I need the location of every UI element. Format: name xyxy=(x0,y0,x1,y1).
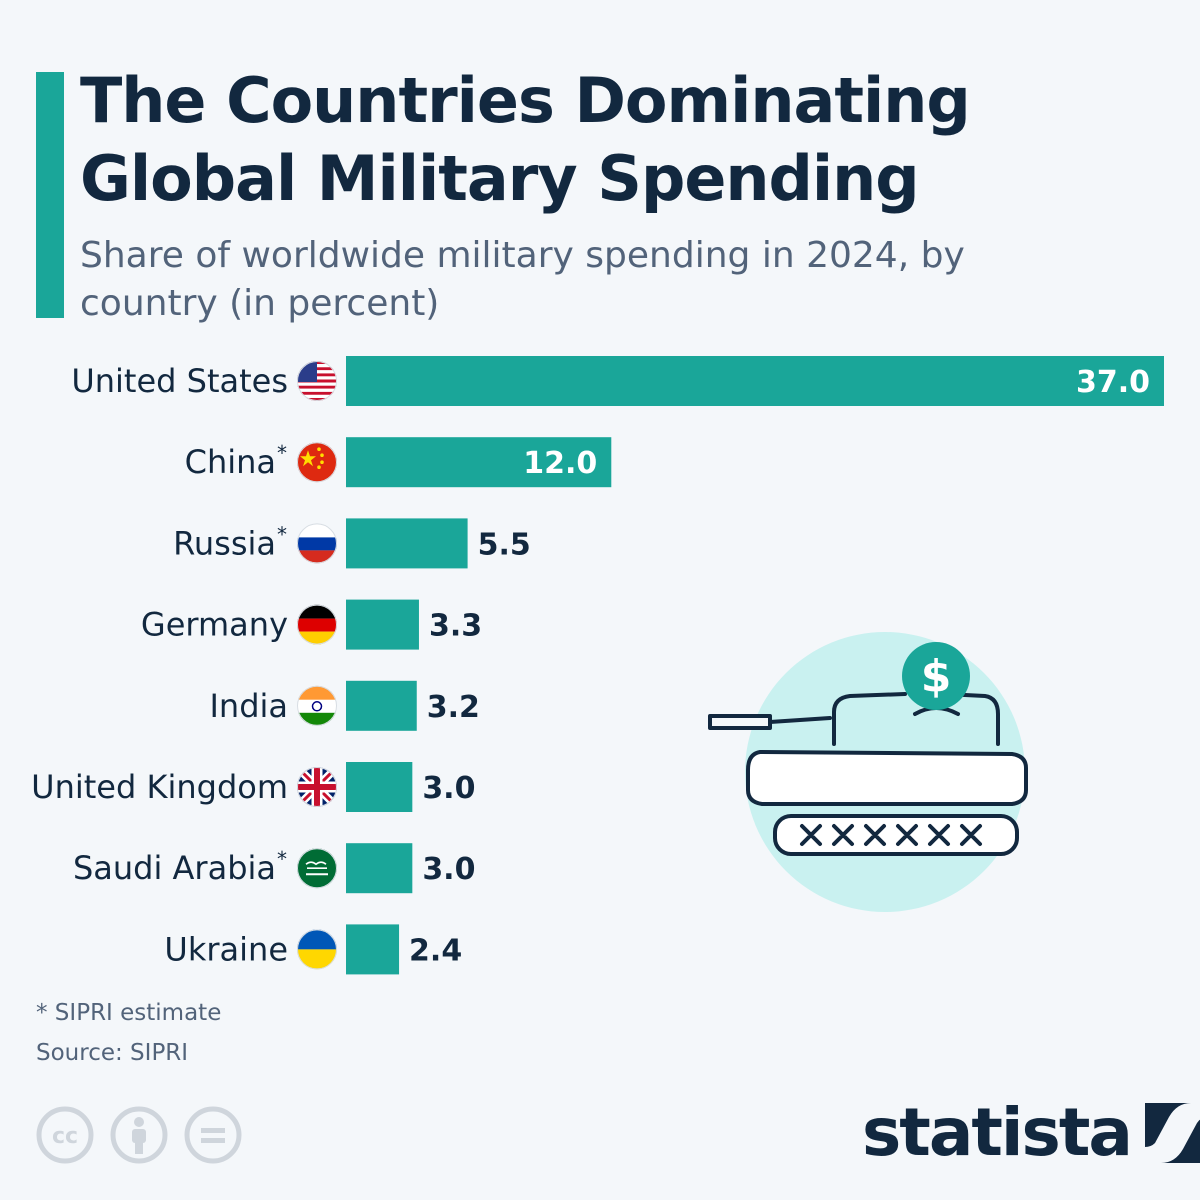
statista-logo-icon xyxy=(1144,1103,1200,1163)
bar-category-label: Ukraine xyxy=(164,930,288,968)
bar-row: United Kingdom 3.0 xyxy=(31,762,475,812)
bar-row: United States 37.0 xyxy=(71,356,1164,406)
china-flag-icon xyxy=(297,442,337,483)
bar-value-label: 2.4 xyxy=(409,933,462,968)
bar-row: India 3.2 xyxy=(209,680,480,731)
bar xyxy=(346,518,468,569)
tank-barrel xyxy=(708,714,772,730)
bar xyxy=(346,680,417,731)
bar xyxy=(346,599,419,650)
estimate-asterisk: * xyxy=(277,441,287,465)
saudi-arabia-flag-icon xyxy=(297,848,337,889)
bar-row: Saudi Arabia * 3.0 xyxy=(73,843,475,894)
tank-with-dollar-icon: $ xyxy=(708,632,1028,912)
chart-title: The Countries Dominating Global Military… xyxy=(80,64,971,215)
bar xyxy=(346,356,1164,406)
bar-category-label: Germany xyxy=(141,606,288,644)
germany-flag-icon xyxy=(297,604,337,645)
no-derivatives-icon[interactable] xyxy=(184,1106,242,1164)
bar-category-label: China xyxy=(185,443,276,481)
cc-icon[interactable]: cc xyxy=(36,1106,94,1164)
bar-value-label: 3.2 xyxy=(427,690,480,725)
dollar-sign: $ xyxy=(921,651,952,702)
track-wheels xyxy=(800,824,982,846)
bar xyxy=(346,437,612,488)
estimate-asterisk: * xyxy=(277,847,287,871)
statista-logo[interactable]: statista xyxy=(862,1098,1200,1168)
bar xyxy=(346,762,413,812)
license-icons: cc xyxy=(36,1106,242,1164)
bar-category-label: United States xyxy=(71,362,288,400)
bar-value-label: 3.3 xyxy=(429,609,482,644)
source-note: Source: SIPRI xyxy=(36,1040,189,1066)
bar-row: Russia * 5.5 xyxy=(173,518,531,569)
chart-subtitle: Share of worldwide military spending in … xyxy=(80,235,965,324)
bar-row: China * 12.0 xyxy=(185,437,612,488)
footnote: * SIPRI estimate xyxy=(36,1000,222,1026)
bar xyxy=(346,924,400,975)
estimate-asterisk: * xyxy=(277,522,287,546)
tank-turret xyxy=(832,692,1000,746)
attribution-icon[interactable] xyxy=(110,1106,168,1164)
bar-value-label: 12.0 xyxy=(523,446,597,481)
bar-value-label: 3.0 xyxy=(422,852,475,887)
us-flag-icon xyxy=(297,361,337,401)
bar-category-label: Saudi Arabia xyxy=(73,849,276,887)
bar-value-label: 5.5 xyxy=(478,527,531,562)
india-flag-icon xyxy=(297,685,337,726)
uk-flag-icon xyxy=(297,767,337,807)
bar-category-label: Russia xyxy=(173,524,276,562)
ukraine-flag-icon xyxy=(297,929,337,970)
tank-barrel-joint xyxy=(768,716,832,724)
russia-flag-icon xyxy=(297,523,337,564)
bar-category-label: United Kingdom xyxy=(31,768,288,806)
svg-text:cc: cc xyxy=(52,1124,78,1149)
bar-value-label: 37.0 xyxy=(1076,365,1150,400)
bar-category-label: India xyxy=(209,687,288,725)
brand-name: statista xyxy=(862,1094,1133,1171)
dollar-coin-icon xyxy=(902,642,970,710)
tank-hull xyxy=(746,750,1028,806)
bar-row: Germany 3.3 xyxy=(141,599,482,650)
bar xyxy=(346,843,413,894)
bar-value-label: 3.0 xyxy=(422,771,475,806)
title-accent-bar xyxy=(36,72,64,318)
bar-row: Ukraine 2.4 xyxy=(164,924,462,975)
